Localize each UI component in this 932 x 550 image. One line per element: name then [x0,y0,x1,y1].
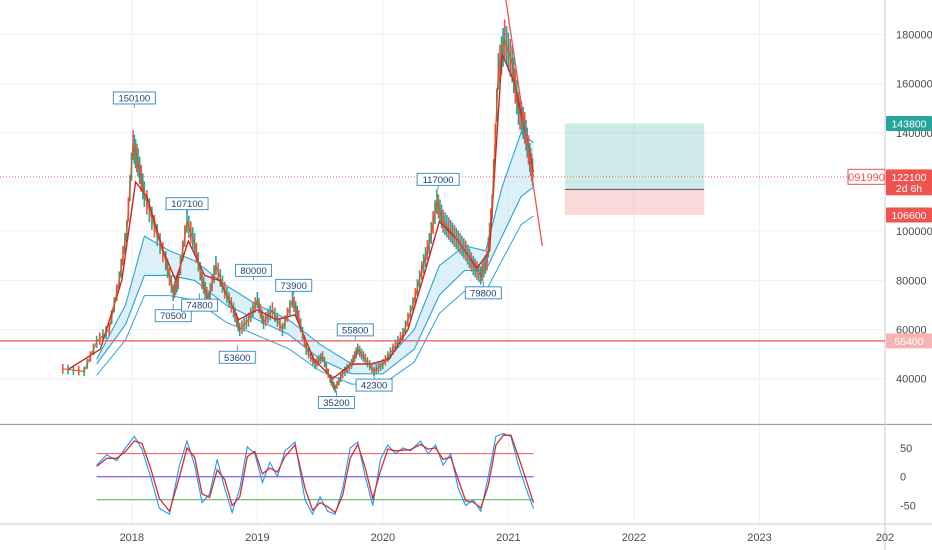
peak-label: 55800 [336,323,374,340]
time-tick-label: 2022 [622,532,646,544]
support-price-badge-value: 55400 [894,336,923,348]
peak-label-text: 80000 [240,266,266,277]
peak-label-box [235,263,273,277]
peak-label-box [275,278,313,292]
peak-label: 42300 [355,373,393,392]
stochastic-oscillator [96,432,535,516]
time-tick-label: 2021 [496,532,520,544]
symbol-code-tag: 091990 [847,168,886,185]
peak-label-box [181,298,219,312]
trend-line-segment[interactable] [505,0,543,247]
osc-tick-label: -50 [900,501,916,513]
peak-label-text: 74800 [186,301,212,312]
peak-label-text: 150100 [118,93,150,104]
stop-loss-zone[interactable] [564,189,705,215]
peak-label-text: 70500 [160,311,186,322]
price-line [62,39,535,391]
stop-price-badge-value: 106600 [891,210,926,222]
ma-outer-line [96,215,534,385]
band-fill [96,132,534,374]
time-tick-label: 2020 [371,532,395,544]
time-tick-label: 2018 [120,532,144,544]
trend-line[interactable] [505,0,543,247]
support-price-badge: 55400 [886,333,932,349]
peak-label-text: 35200 [323,398,349,409]
price-tick-label: 80000 [896,275,927,287]
price-tick-label: 160000 [896,79,932,91]
osc-d-line [96,434,535,514]
osc-tick-label: 50 [900,443,912,455]
peak-label: 53600 [218,345,256,364]
peak-label-text: 55800 [342,325,368,336]
ma-lower-line [96,186,534,375]
target-price-badge-value: 143800 [891,118,926,130]
horizontal-levels[interactable] [0,176,885,342]
profit-zone[interactable] [564,123,705,190]
current-price-badge-bg [886,169,932,196]
price-series [61,19,535,393]
peak-label: 74800 [181,293,219,312]
symbol-code-text: 091990 [848,172,885,184]
time-tick-label: 2023 [747,532,771,544]
current-price-badge-value: 122100 [891,172,926,184]
peak-label-text: 42300 [361,381,387,392]
peak-label: 79800 [464,280,502,300]
peak-label-box [336,323,374,337]
peak-label: 117000 [416,172,460,190]
peak-label-box [218,350,256,364]
price-tick-label: 40000 [896,374,927,386]
peak-label: 73900 [275,278,313,296]
symbol-code-bg [847,168,886,185]
price-tick-label: 180000 [896,29,932,41]
long-position-tool[interactable] [564,123,705,215]
current-price-badge-countdown: 2d 6h [896,183,922,195]
osc-tick-label: 0 [900,472,906,484]
peak-label: 80000 [235,263,273,281]
peak-label-box [165,197,209,211]
peak-label-box [112,91,156,105]
axes: 1800001600001400001200001000008000060000… [120,29,932,544]
peak-label: 150100 [112,91,156,108]
price-tick-label: 100000 [896,226,932,238]
peak-label-box [154,309,192,323]
peak-label-text: 107100 [171,199,203,210]
peak-label-text: 53600 [224,353,250,364]
peak-label-text: 73900 [281,281,307,292]
target-price-badge: 143800 [886,115,932,131]
peak-label: 70500 [154,303,192,323]
stop-price-badge-bg [886,207,932,223]
peak-label-box [317,396,355,409]
peak-label-text: 79800 [470,288,496,299]
time-tick-label: 2019 [245,532,269,544]
time-tick-label: 202 [876,532,894,544]
stop-price-badge: 106600 [886,207,932,223]
peak-label-box [355,378,393,392]
target-price-badge-bg [886,115,932,131]
peak-label-box [416,172,460,186]
peak-labels: 150100 107100 80000 73900 55800 117000 7050074… [112,91,502,409]
peak-label: 107100 [165,197,209,214]
peak-label: 35200 [317,390,355,409]
peak-label-text: 117000 [423,175,454,186]
peak-label-box [464,286,502,300]
support-price-badge-bg [886,333,932,349]
